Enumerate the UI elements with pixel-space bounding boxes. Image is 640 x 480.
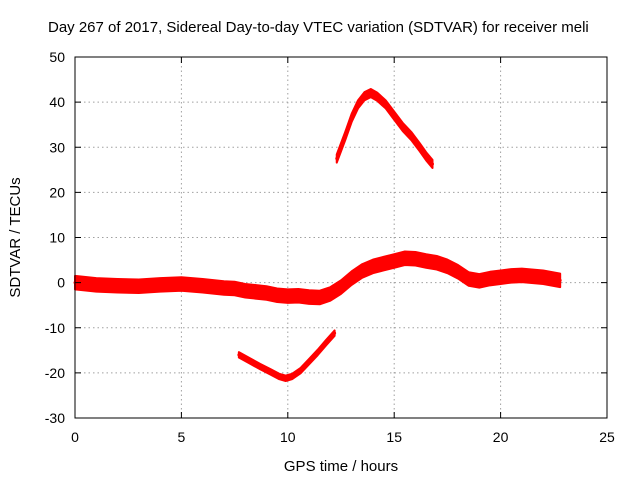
y-tick-label: 50 [49,49,65,65]
data-point [362,94,366,98]
x-tick-label: 20 [493,429,509,445]
data-point [435,261,439,265]
data-point [392,114,396,118]
data-point [299,369,303,373]
data-point [324,341,328,345]
data-point [375,95,379,99]
data-point [201,284,205,288]
data-point [258,365,262,369]
axis-ticks: 0 5 10 15 20 25 -30 -20 -10 0 10 20 30 40 50 [45,49,615,445]
data-point [488,277,492,281]
data-point [384,102,388,106]
data-point [541,275,545,279]
data-point [382,262,386,266]
data-point [286,294,290,298]
data-point [445,264,449,268]
data-point [233,286,237,290]
x-tick-label: 10 [280,429,296,445]
data-point [403,256,407,260]
data-point [277,374,281,378]
x-tick-label: 25 [599,429,615,445]
series-lower-arc [237,329,336,382]
data-point [137,284,141,288]
y-axis-label: SDTVAR / TECUs [7,177,24,297]
data-point [360,269,364,273]
y-tick-label: 10 [49,230,65,246]
y-tick-label: 20 [49,184,65,200]
y-tick-label: 40 [49,94,65,110]
y-tick-label: -10 [45,320,65,336]
data-point [369,91,373,95]
data-point [558,278,562,282]
data-point [247,359,251,363]
x-axis-label: GPS time / hours [284,458,398,475]
data-point [275,293,279,297]
chart-title: Day 267 of 2017, Sidereal Day-to-day VTE… [48,19,589,36]
data-point [307,360,311,364]
data-point [243,289,247,293]
data-point [335,157,339,161]
data-point [350,116,354,120]
data-point [339,285,343,289]
data-point [477,279,481,283]
data-point [269,370,273,374]
data-point [318,296,322,300]
data-point [431,162,435,166]
data-point [237,353,241,357]
data-point [222,286,226,290]
data-point [356,102,360,106]
data-point [179,282,183,286]
series-main-track [74,250,562,306]
grid-lines [75,57,607,418]
x-tick-label: 15 [386,429,402,445]
data-point [413,257,417,261]
x-tick-label: 5 [178,429,186,445]
data-point [350,276,354,280]
y-tick-label: -20 [45,365,65,381]
data-point [401,125,405,129]
data-point [328,292,332,296]
data-point [316,351,320,355]
data-point [116,284,120,288]
x-tick-label: 0 [71,429,79,445]
data-point [424,259,428,263]
data-point [284,376,288,380]
data-point [307,295,311,299]
data-series [73,88,562,382]
data-point [265,291,269,295]
data-point [296,294,300,298]
data-point [333,331,337,335]
data-point [94,283,98,287]
data-point [509,274,513,278]
data-point [371,264,375,268]
data-point [456,270,460,274]
data-point [392,259,396,263]
y-tick-label: 0 [57,275,65,291]
y-tick-label: 30 [49,139,65,155]
series-upper-arc [335,88,434,170]
data-point [343,134,347,138]
data-point [158,283,162,287]
data-point [520,273,524,277]
data-point [499,275,503,279]
data-point [409,134,413,138]
data-point [424,154,428,158]
data-point [467,277,471,281]
data-point [418,145,422,149]
y-tick-label: -30 [45,410,65,426]
data-point [290,374,294,378]
